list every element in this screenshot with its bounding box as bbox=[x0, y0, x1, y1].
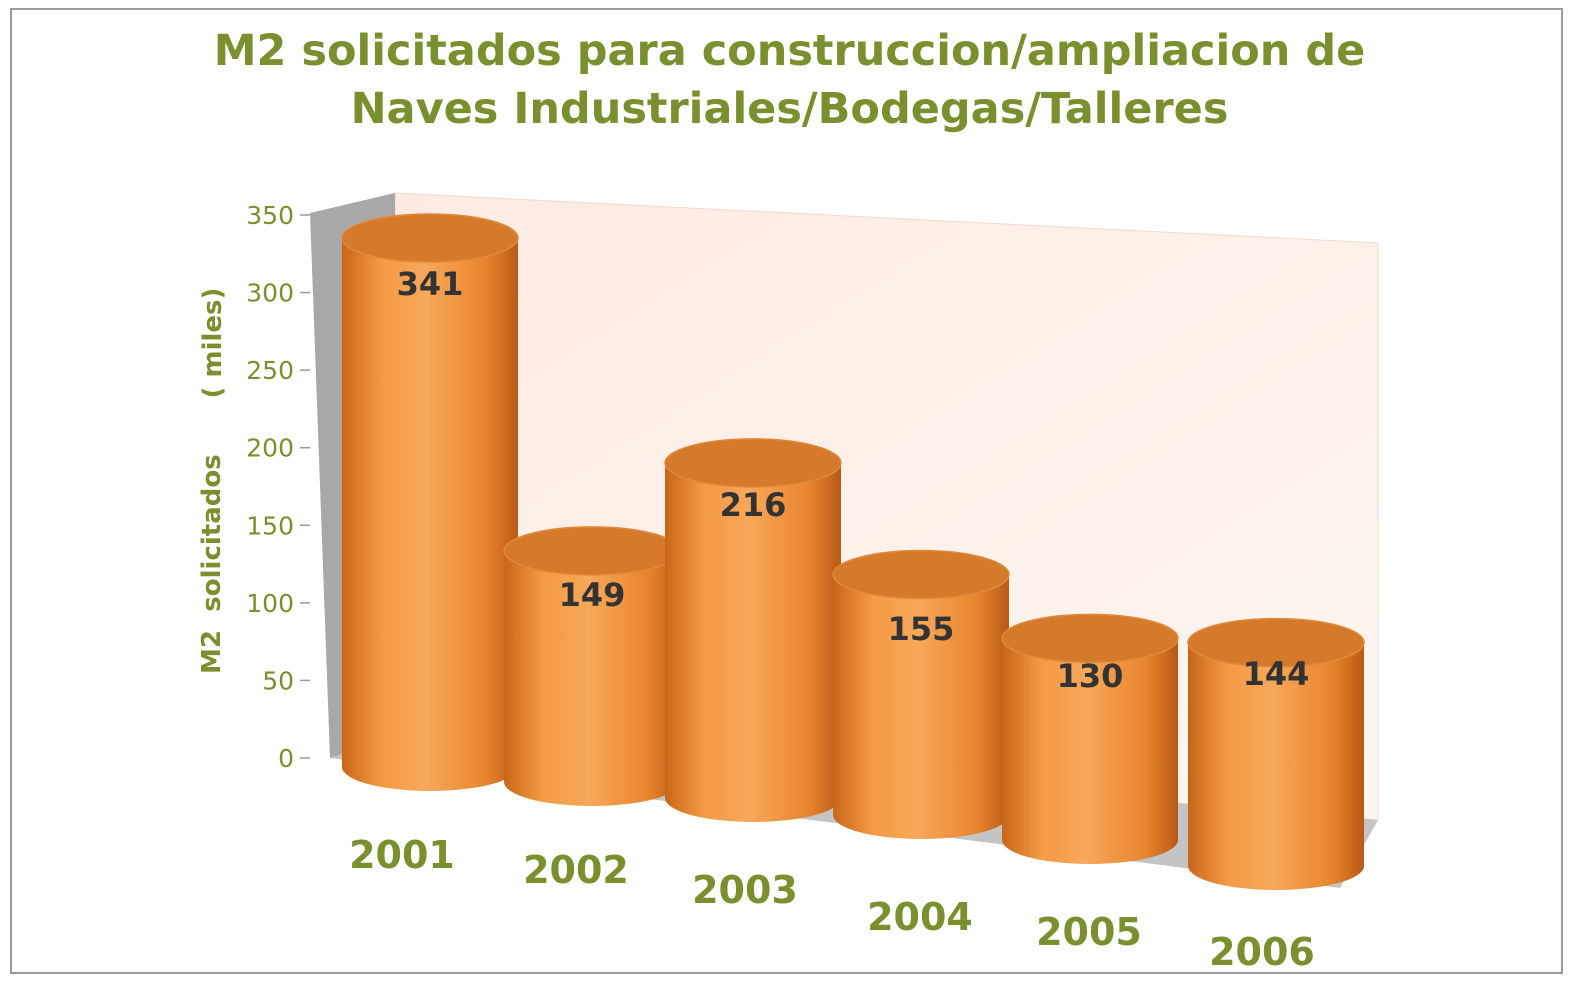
x-tick-label: 2004 bbox=[867, 895, 973, 939]
bar-2002: 149 bbox=[503, 526, 681, 806]
data-label: 155 bbox=[888, 610, 955, 648]
bar-top bbox=[664, 438, 842, 488]
chart-bars: 341 149 216 155 130 144 bbox=[341, 213, 1365, 890]
y-tick-label: 0 bbox=[278, 744, 294, 773]
x-tick-label: 2005 bbox=[1036, 910, 1142, 954]
y-tick-label: 150 bbox=[246, 511, 294, 540]
chart-title-line-1: M2 solicitados para construccion/ampliac… bbox=[213, 26, 1366, 76]
bar-2006: 144 bbox=[1187, 617, 1365, 890]
data-label: 130 bbox=[1057, 657, 1124, 695]
bar-top bbox=[832, 549, 1010, 600]
x-tick-label: 2002 bbox=[523, 848, 629, 892]
y-axis-label-part-1: M2 bbox=[197, 630, 227, 674]
x-tick-label: 2001 bbox=[349, 833, 455, 877]
y-tick-label: 50 bbox=[262, 666, 294, 695]
y-axis-label-part-2: solicitados bbox=[197, 454, 227, 611]
x-tick-label: 2003 bbox=[692, 868, 798, 912]
bar-top bbox=[341, 213, 519, 263]
x-tick-label: 2006 bbox=[1209, 930, 1315, 974]
bar-top bbox=[1187, 617, 1365, 668]
bar-body bbox=[833, 574, 1009, 839]
bar-2004: 155 bbox=[832, 549, 1010, 839]
bar-2005: 130 bbox=[1001, 613, 1179, 864]
chart-title: M2 solicitados para construccion/ampliac… bbox=[0, 22, 1579, 138]
y-tick-label: 350 bbox=[246, 201, 294, 230]
bar-body bbox=[504, 550, 680, 806]
bar-2003: 216 bbox=[664, 438, 842, 822]
y-axis-label: M2 solicitados ( miles) bbox=[197, 288, 228, 674]
bar-body bbox=[342, 237, 518, 791]
data-label: 341 bbox=[397, 265, 464, 303]
y-axis: 0 50 100 150 200 250 300 350 bbox=[246, 201, 310, 773]
bar-top bbox=[503, 526, 681, 576]
y-tick-label: 200 bbox=[246, 434, 294, 463]
y-axis-label-part-3: ( miles) bbox=[198, 288, 228, 399]
bar-body bbox=[1002, 638, 1178, 864]
chart-title-line-2: Naves Industriales/Bodegas/Talleres bbox=[350, 84, 1229, 134]
bar-body bbox=[665, 462, 841, 822]
x-axis: 2001 2002 2003 2004 2005 2006 bbox=[349, 833, 1315, 974]
y-tick-label: 250 bbox=[246, 356, 294, 385]
bar-top bbox=[1001, 613, 1179, 664]
bar-2001: 341 bbox=[341, 213, 519, 791]
y-tick-label: 300 bbox=[246, 279, 294, 308]
data-label: 149 bbox=[559, 576, 626, 614]
data-label: 144 bbox=[1243, 655, 1310, 693]
y-tick-label: 100 bbox=[246, 589, 294, 618]
data-label: 216 bbox=[720, 486, 787, 524]
bar-body bbox=[1188, 642, 1364, 890]
